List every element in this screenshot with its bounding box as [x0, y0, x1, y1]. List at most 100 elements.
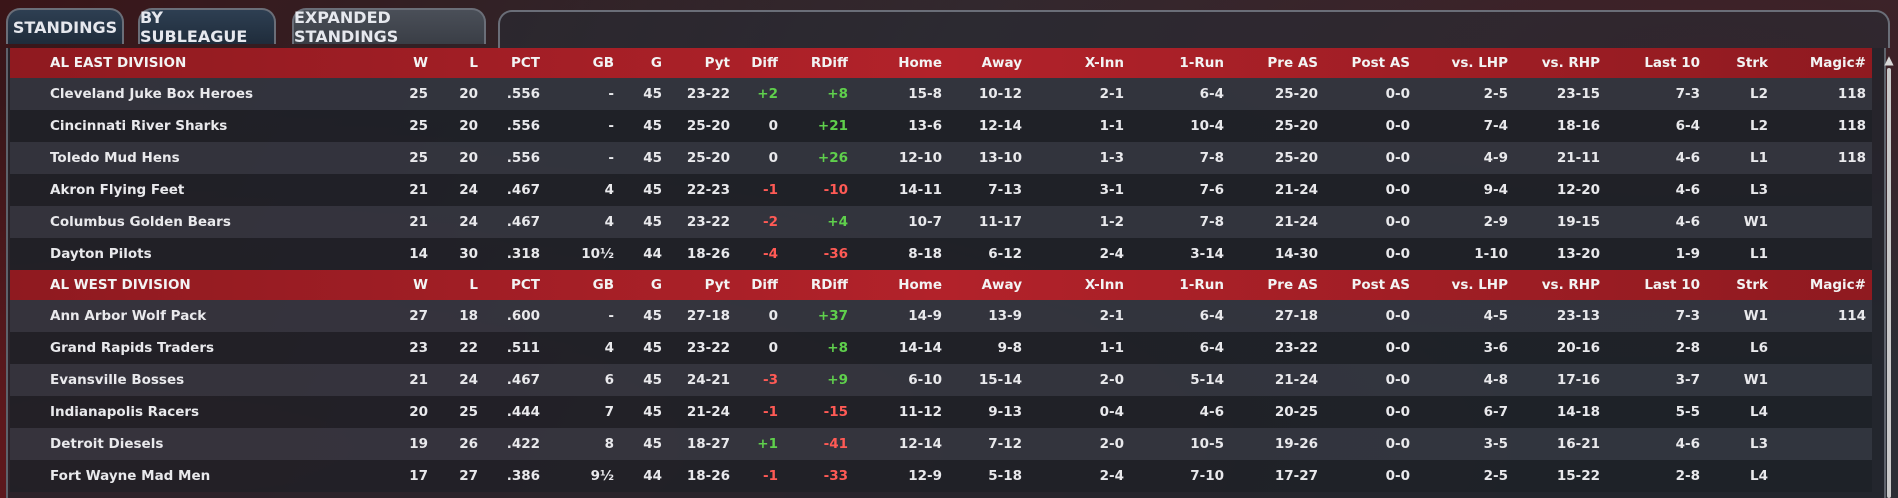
column-header[interactable]: Pyt — [704, 55, 730, 71]
column-header[interactable]: vs. RHP — [1541, 55, 1600, 71]
scroll-thumb[interactable] — [1887, 68, 1891, 498]
column-header[interactable]: PCT — [510, 277, 540, 293]
stat-cell: 22-23 — [686, 182, 730, 198]
team-name[interactable]: Cleveland Juke Box Heroes — [50, 86, 254, 102]
stat-cell: 25 — [409, 118, 428, 134]
stat-cell: 4-8 — [1483, 372, 1508, 388]
stat-cell: 25 — [409, 86, 428, 102]
stat-cell: 18-16 — [1556, 118, 1600, 134]
stat-cell: 20-25 — [1274, 404, 1318, 420]
stat-cell: 23-22 — [686, 340, 730, 356]
stat-cell: 118 — [1837, 118, 1866, 134]
team-row[interactable]: Columbus Golden Bears 21 24 .467 4 45 23-22 -2 +… — [10, 206, 1872, 238]
column-header[interactable]: L — [469, 55, 478, 71]
column-header[interactable]: Pre AS — [1267, 277, 1318, 293]
team-row[interactable]: Dayton Pilots 14 30 .318 10½ 44 18-26 -4 -36 8-18… — [10, 238, 1872, 270]
stat-cell: 18-26 — [686, 246, 730, 262]
team-row[interactable]: Evansville Bosses 21 24 .467 6 45 24-21 -3 +9 6-1… — [10, 364, 1872, 396]
vertical-scrollbar[interactable]: ▲ — [1882, 48, 1896, 498]
column-header[interactable]: RDiff — [810, 55, 848, 71]
stat-cell: 21-11 — [1556, 150, 1600, 166]
team-name[interactable]: Dayton Pilots — [50, 246, 152, 262]
team-name[interactable]: Ann Arbor Wolf Pack — [50, 308, 207, 324]
stat-cell: 27-18 — [1274, 308, 1318, 324]
column-header[interactable]: X-Inn — [1084, 277, 1124, 293]
team-name[interactable]: Toledo Mud Hens — [50, 150, 180, 166]
column-header[interactable]: Diff — [751, 55, 778, 71]
stat-cell: - — [608, 118, 614, 134]
stat-cell: 45 — [643, 214, 662, 230]
column-header[interactable]: Last 10 — [1644, 55, 1700, 71]
stat-cell: 14-11 — [898, 182, 942, 198]
team-name[interactable]: Grand Rapids Traders — [50, 340, 215, 356]
column-header[interactable]: Magic# — [1809, 277, 1866, 293]
column-header[interactable]: Home — [898, 55, 942, 71]
stat-cell: 45 — [643, 308, 662, 324]
column-header[interactable]: Pyt — [704, 277, 730, 293]
column-header[interactable]: Magic# — [1809, 55, 1866, 71]
column-header[interactable]: vs. LHP — [1451, 277, 1508, 293]
stat-cell: 2-1 — [1099, 308, 1124, 324]
stat-cell: 2-0 — [1099, 436, 1124, 452]
column-header[interactable]: RDiff — [810, 277, 848, 293]
team-row[interactable]: Toledo Mud Hens 25 20 .556 - 45 25-20 0 +26 12-10… — [10, 142, 1872, 174]
team-name[interactable]: Columbus Golden Bears — [50, 214, 231, 230]
column-header[interactable]: Last 10 — [1644, 277, 1700, 293]
stat-cell: - — [608, 150, 614, 166]
team-name[interactable]: Fort Wayne Mad Men — [50, 468, 211, 484]
column-header[interactable]: GB — [592, 277, 614, 293]
tab-expanded-standings[interactable]: EXPANDED STANDINGS — [292, 8, 486, 46]
stat-cell: 27-18 — [686, 308, 730, 324]
team-name[interactable]: Akron Flying Feet — [50, 182, 185, 198]
stat-cell: 6-4 — [1675, 118, 1700, 134]
stat-cell: 0-0 — [1385, 436, 1410, 452]
stat-cell: 15-8 — [908, 86, 942, 102]
team-row[interactable]: Ann Arbor Wolf Pack 27 18 .600 - 45 27-18 0 +37 1… — [10, 300, 1872, 332]
team-row[interactable]: Cleveland Juke Box Heroes 25 20 .556 - 45 23-2… — [10, 78, 1872, 110]
column-header[interactable]: W — [413, 277, 428, 293]
column-header[interactable]: Post AS — [1351, 277, 1410, 293]
column-header[interactable]: L — [469, 277, 478, 293]
column-header[interactable]: GB — [592, 55, 614, 71]
stat-cell: 23-22 — [1274, 340, 1318, 356]
column-header[interactable]: vs. LHP — [1451, 55, 1508, 71]
column-header[interactable]: W — [413, 55, 428, 71]
column-header[interactable]: Home — [898, 277, 942, 293]
stat-cell — [1778, 364, 1866, 396]
team-name[interactable]: Cincinnati River Sharks — [50, 118, 228, 134]
stat-cell: 0-4 — [1099, 404, 1124, 420]
stat-cell: -1 — [763, 182, 778, 198]
column-header[interactable]: PCT — [510, 55, 540, 71]
column-header[interactable]: Post AS — [1351, 55, 1410, 71]
column-header[interactable]: 1-Run — [1179, 55, 1224, 71]
team-row[interactable]: Indianapolis Racers 20 25 .444 7 45 21-24 -1 -15… — [10, 396, 1872, 428]
column-header[interactable]: Away — [981, 277, 1022, 293]
column-header[interactable]: 1-Run — [1179, 277, 1224, 293]
column-header[interactable]: Away — [981, 55, 1022, 71]
column-header[interactable]: vs. RHP — [1541, 277, 1600, 293]
team-row[interactable]: Akron Flying Feet 21 24 .467 4 45 22-23 -1 -10 14… — [10, 174, 1872, 206]
team-name[interactable]: Indianapolis Racers — [50, 404, 200, 420]
team-row[interactable]: Grand Rapids Traders 23 22 .511 4 45 23-22 0 +8 1… — [10, 332, 1872, 364]
team-name[interactable]: Detroit Diesels — [50, 436, 164, 452]
column-header[interactable]: G — [650, 55, 662, 71]
tab-bar: STANDINGS BY SUBLEAGUE EXPANDED STANDING… — [0, 0, 1898, 48]
team-row[interactable]: Detroit Diesels 19 26 .422 8 45 18-27 +1 -41 12-1… — [10, 428, 1872, 460]
tab-standings[interactable]: STANDINGS — [6, 8, 124, 44]
scroll-up-arrow-icon[interactable]: ▲ — [1884, 53, 1894, 67]
team-row[interactable]: Cincinnati River Sharks 25 20 .556 - 45 25-20 0… — [10, 110, 1872, 142]
column-header[interactable]: Strk — [1736, 55, 1768, 71]
team-name[interactable]: Evansville Bosses — [50, 372, 185, 388]
stat-cell: W1 — [1743, 308, 1768, 324]
column-header[interactable]: Diff — [751, 277, 778, 293]
tab-by-subleague[interactable]: BY SUBLEAGUE — [138, 8, 276, 46]
column-header[interactable]: G — [650, 277, 662, 293]
team-row[interactable]: Fort Wayne Mad Men 17 27 .386 9½ 44 18-26 -1 -33… — [10, 460, 1872, 492]
stat-cell: 7-8 — [1199, 214, 1224, 230]
column-header[interactable]: X-Inn — [1084, 55, 1124, 71]
stat-cell: 24 — [459, 182, 478, 198]
stat-cell: 23-15 — [1556, 86, 1600, 102]
column-header[interactable]: Pre AS — [1267, 55, 1318, 71]
column-header[interactable]: Strk — [1736, 277, 1768, 293]
stat-cell: -15 — [823, 404, 848, 420]
